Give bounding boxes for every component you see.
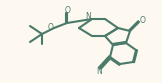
Text: O: O	[48, 22, 54, 32]
Text: N: N	[85, 12, 91, 21]
Text: N: N	[96, 66, 102, 76]
Text: O: O	[65, 5, 71, 15]
Text: O: O	[140, 16, 146, 24]
